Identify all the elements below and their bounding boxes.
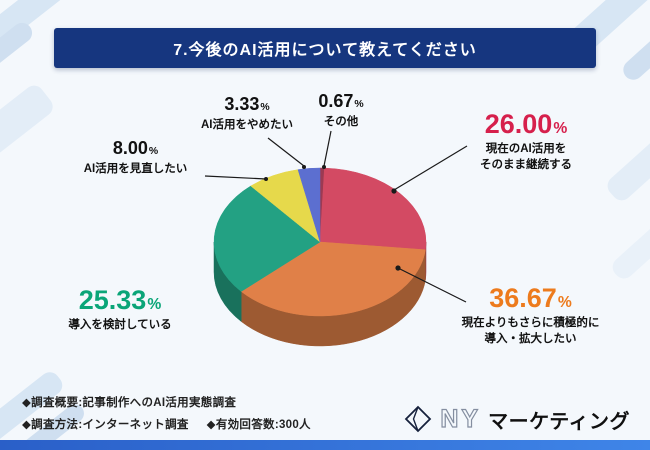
diamond-logo-icon [405, 405, 432, 433]
company-logo: NY マーケティング [403, 404, 630, 434]
callout-considering: 25.33% 導入を検討している [36, 286, 204, 333]
bottom-accent-bar [0, 440, 650, 450]
survey-title-bar: 7.今後のAI活用について教えてください [54, 28, 596, 68]
callout-expand-pct: 36.67% [489, 283, 572, 313]
survey-title: 7.今後のAI活用について教えてください [173, 42, 477, 59]
callout-continue-label: 現在のAI活用を そのまま継続する [480, 143, 572, 172]
callout-considering-pct: 25.33% [78, 285, 162, 315]
callout-expand: 36.67% 現在よりもさらに積極的に 導入・拡大したい [428, 284, 633, 348]
callout-reconsider: 8.00% AI活用を見直したい [58, 139, 213, 177]
callout-considering-label: 導入を検討している [68, 319, 172, 332]
pie-slices [213, 167, 427, 347]
callout-other-label: その他 [323, 115, 359, 128]
callout-continue: 26.00% 現在のAI活用を そのまま継続する [442, 110, 610, 174]
callout-other: 0.67% その他 [301, 92, 381, 130]
logo-ny-text: NY [440, 404, 482, 433]
callout-reconsider-pct: 8.00% [112, 138, 159, 158]
callout-other-pct: 0.67% [318, 91, 364, 111]
callout-reconsider-label: AI活用を見直したい [83, 162, 188, 175]
survey-overview-note: ◆調査概要:記事制作へのAI活用実態調査 [22, 397, 237, 409]
callout-continue-pct: 26.00% [484, 109, 568, 139]
leader-lines [204, 130, 468, 303]
leader-dots [264, 165, 401, 271]
callout-stop-ai: 3.33% AI活用をやめたい [177, 95, 317, 133]
survey-method: ◆調査方法:インターネット調査 [22, 419, 189, 431]
callout-stop-ai-pct: 3.33% [224, 94, 270, 114]
survey-method-note: ◆調査方法:インターネット調査 ◆有効回答数:300人 [22, 416, 311, 432]
logo-marketing-text: マーケティング [488, 410, 630, 433]
survey-responses: ◆有効回答数:300人 [206, 419, 311, 431]
callout-expand-label: 現在よりもさらに積極的に 導入・拡大したい [461, 317, 600, 346]
callout-stop-ai-label: AI活用をやめたい [201, 118, 293, 131]
